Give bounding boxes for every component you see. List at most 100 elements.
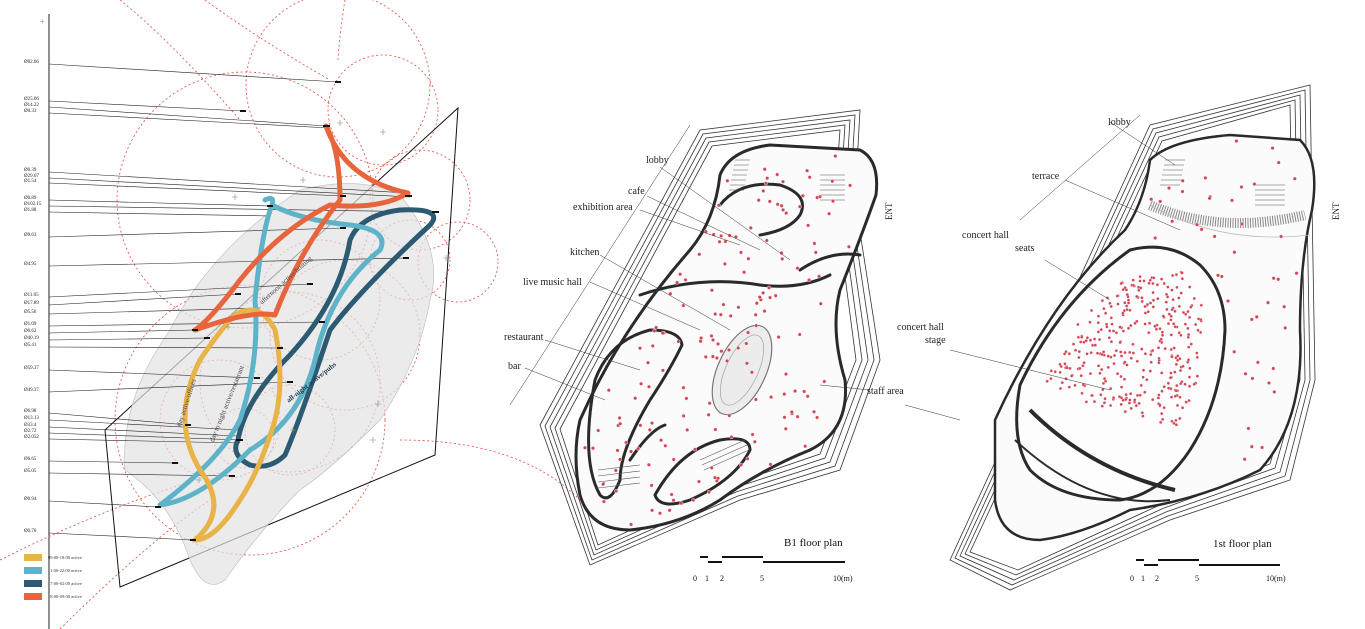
b1-label-kitchen: kitchen xyxy=(570,247,600,258)
person-dot xyxy=(1119,402,1123,407)
person-dot xyxy=(1131,278,1135,282)
person-dot xyxy=(1178,395,1182,399)
diameter-label: Ø4.95 xyxy=(24,262,37,267)
person-dot xyxy=(1135,294,1139,299)
person-dot xyxy=(762,167,767,172)
person-dot xyxy=(1189,342,1193,346)
person-dot xyxy=(638,423,643,428)
person-dot xyxy=(754,323,759,328)
person-dot xyxy=(1159,420,1163,425)
diameter-label: Ø5.56 xyxy=(24,310,37,315)
person-dot xyxy=(1118,340,1122,345)
person-dot xyxy=(1126,301,1131,305)
person-dot xyxy=(624,440,629,445)
f1-people-dots xyxy=(1149,139,1299,462)
person-dot xyxy=(646,462,651,467)
person-dot xyxy=(1180,189,1185,194)
person-dot xyxy=(1160,417,1165,422)
person-dot xyxy=(775,172,780,177)
person-dot xyxy=(681,413,686,418)
person-dot xyxy=(781,179,786,184)
person-dot xyxy=(1128,308,1132,312)
scale-label: 5 xyxy=(1195,574,1199,583)
person-dot xyxy=(1121,311,1125,315)
diameter-label: Ø5.41 xyxy=(24,343,37,348)
person-dot xyxy=(762,309,767,314)
person-dot xyxy=(596,428,601,433)
person-dot xyxy=(1058,370,1062,375)
diameter-label: Ø29.67 xyxy=(24,174,39,179)
person-dot xyxy=(1082,361,1086,365)
person-dot xyxy=(693,447,698,452)
person-dot xyxy=(1098,371,1102,375)
person-dot xyxy=(1215,273,1220,278)
person-dot xyxy=(1167,312,1171,316)
person-dot xyxy=(1128,392,1133,396)
person-dot xyxy=(739,250,744,255)
f1-scale-bar xyxy=(1136,559,1280,566)
person-dot xyxy=(1158,199,1163,204)
person-dot xyxy=(1154,327,1159,331)
person-dot xyxy=(1180,406,1185,410)
path-all-night xyxy=(233,207,437,469)
person-dot xyxy=(1123,360,1127,364)
person-dot xyxy=(1103,311,1108,315)
person-dot xyxy=(1148,369,1152,373)
person-dot xyxy=(1192,296,1196,301)
person-dot xyxy=(1192,382,1196,386)
person-dot xyxy=(800,193,805,198)
person-dot xyxy=(782,415,787,420)
person-dot xyxy=(1116,302,1120,306)
person-dot xyxy=(1178,368,1183,373)
person-dot xyxy=(1125,292,1129,297)
person-dot xyxy=(815,415,820,420)
person-dot xyxy=(1121,329,1126,333)
person-dot xyxy=(1062,352,1067,356)
person-dot xyxy=(1188,366,1192,370)
person-dot xyxy=(756,198,761,203)
person-dot xyxy=(1115,294,1119,298)
person-dot xyxy=(1180,271,1184,275)
person-dot xyxy=(805,168,810,173)
person-dot xyxy=(784,372,789,377)
person-dot xyxy=(746,330,751,335)
person-dot xyxy=(646,360,651,365)
person-dot xyxy=(1180,277,1185,281)
scale-label: 2 xyxy=(1155,574,1159,583)
person-dot xyxy=(709,465,714,470)
person-dot xyxy=(763,181,768,186)
person-dot xyxy=(629,449,634,454)
person-dot xyxy=(671,457,676,462)
person-dot xyxy=(1160,411,1164,416)
person-dot xyxy=(1122,377,1127,381)
person-dot xyxy=(1142,279,1146,283)
person-dot xyxy=(812,409,817,414)
person-dot xyxy=(1076,322,1080,327)
diameter-label: Ø0.94 xyxy=(24,497,37,502)
diameter-label: Ø11.05 xyxy=(24,293,39,298)
person-dot xyxy=(797,332,802,337)
legend-item: 09:00-18:00 active xyxy=(24,553,82,561)
person-dot xyxy=(1135,359,1139,363)
person-dot xyxy=(779,251,784,256)
b1-plan-title: B1 floor plan xyxy=(784,537,843,549)
diameter-label: Ø49.37 xyxy=(24,388,39,393)
person-dot xyxy=(1096,364,1101,368)
diameter-label: Ø1.09 xyxy=(24,322,37,327)
f1-label-seats-2: seats xyxy=(1015,243,1035,254)
person-dot xyxy=(1271,276,1276,281)
person-dot xyxy=(717,239,722,244)
person-dot xyxy=(1158,403,1162,407)
person-dot xyxy=(667,508,672,513)
person-dot xyxy=(1138,274,1142,279)
person-dot xyxy=(1140,299,1144,304)
person-dot xyxy=(1229,198,1234,203)
person-dot xyxy=(618,457,623,462)
person-dot xyxy=(601,499,606,504)
person-dot xyxy=(1174,272,1179,277)
person-dot xyxy=(675,280,680,285)
person-dot xyxy=(1089,351,1093,355)
person-dot xyxy=(725,178,730,183)
person-dot xyxy=(1102,401,1107,405)
legend-label: 17:00-02:00 active xyxy=(48,580,82,586)
